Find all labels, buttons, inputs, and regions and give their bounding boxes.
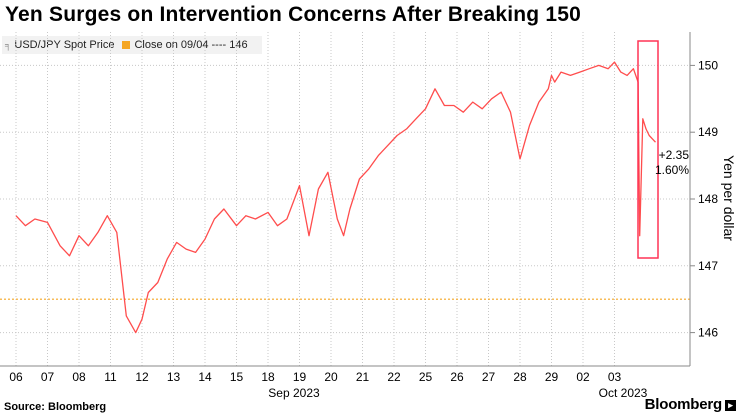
x-group-label-oct: Oct 2023 <box>599 386 648 400</box>
legend-label-spot: USD/JPY Spot Price <box>14 39 115 51</box>
x-tick-label-1: 07 <box>41 370 55 384</box>
legend-swatch-reference <box>122 41 131 49</box>
x-tick-label-17: 29 <box>545 370 559 384</box>
x-group-label-sep: Sep 2023 <box>268 386 320 400</box>
x-axis-ticks: 06 07 08 11 12 13 14 15 18 19 20 21 22 25 26 27 28 29 02 03 <box>0 365 690 384</box>
x-tick-label-0: 06 <box>9 370 23 384</box>
y-tick-label-1: 147 <box>698 259 718 273</box>
x-tick-label-10: 20 <box>324 370 338 384</box>
legend-item-reference: Close on 09/04 ---- 146 <box>122 39 248 51</box>
x-tick-label-5: 13 <box>167 370 181 384</box>
legend: ╕ USD/JPY Spot Price Close on 09/04 ----… <box>2 36 262 54</box>
brand-mark-icon: ▸ <box>725 400 736 411</box>
x-tick-label-3: 11 <box>104 370 117 384</box>
x-tick-label-4: 12 <box>135 370 149 384</box>
legend-item-spot: ╕ USD/JPY Spot Price <box>5 39 114 51</box>
x-tick-label-2: 08 <box>72 370 86 384</box>
y-axis-label: Yen per dollar <box>721 155 737 241</box>
x-tick-label-7: 15 <box>230 370 244 384</box>
annotation-change-abs: +2.35 <box>659 148 690 162</box>
y-tick-label-2: 148 <box>698 192 718 206</box>
y-axis-ticks: 146 147 148 149 150 <box>690 58 718 340</box>
annotation-change-pct: 1.60% <box>655 163 689 177</box>
x-tick-label-8: 18 <box>261 370 275 384</box>
x-tick-label-13: 25 <box>419 370 433 384</box>
x-tick-label-16: 28 <box>513 370 527 384</box>
chart-title: Yen Surges on Intervention Concerns Afte… <box>5 3 582 26</box>
x-tick-label-19: 03 <box>608 370 622 384</box>
legend-label-reference: Close on 09/04 ---- 146 <box>134 39 248 51</box>
x-tick-label-6: 14 <box>198 370 212 384</box>
grid-lines <box>0 32 690 366</box>
y-tick-label-4: 150 <box>698 58 718 72</box>
x-tick-label-12: 22 <box>387 370 401 384</box>
brand-logo: Bloomberg <box>644 396 723 413</box>
x-tick-label-15: 27 <box>482 370 496 384</box>
x-tick-label-14: 26 <box>450 370 464 384</box>
x-tick-label-18: 02 <box>576 370 590 384</box>
series-line-usdjpy <box>15 61 656 334</box>
y-tick-label-3: 149 <box>698 125 718 139</box>
y-tick-label-0: 146 <box>698 326 718 340</box>
x-tick-label-9: 19 <box>293 370 307 384</box>
candle-icon: ╕ <box>5 40 12 50</box>
highlight-box <box>637 40 659 259</box>
x-tick-label-11: 21 <box>356 370 370 384</box>
source-note: Source: Bloomberg <box>4 401 107 413</box>
